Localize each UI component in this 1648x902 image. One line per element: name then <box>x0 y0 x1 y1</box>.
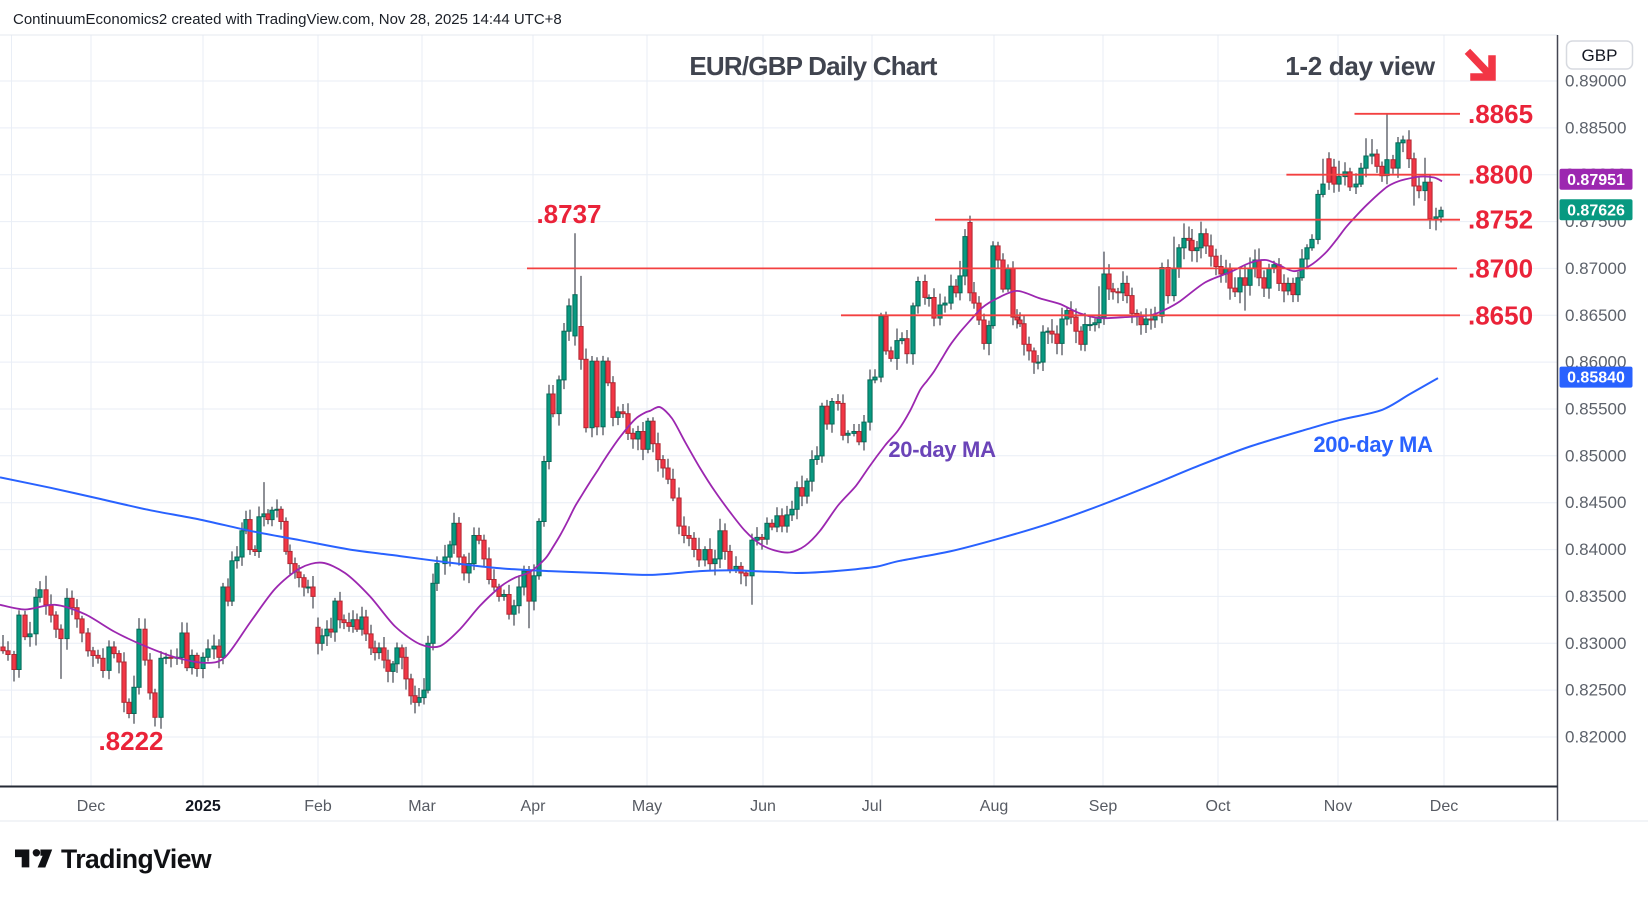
svg-text:Jun: Jun <box>750 798 776 815</box>
svg-text:Dec: Dec <box>77 798 105 815</box>
svg-text:.8752: .8752 <box>1468 205 1533 235</box>
svg-text:Sep: Sep <box>1089 798 1118 815</box>
svg-text:.8865: .8865 <box>1468 99 1533 129</box>
svg-text:0.89000: 0.89000 <box>1565 72 1626 91</box>
svg-text:Oct: Oct <box>1206 798 1231 815</box>
svg-text:0.87626: 0.87626 <box>1567 202 1625 219</box>
svg-text:Jul: Jul <box>862 798 882 815</box>
svg-text:EUR/GBP Daily Chart: EUR/GBP Daily Chart <box>689 51 937 81</box>
svg-text:1-2 day view: 1-2 day view <box>1285 51 1436 81</box>
svg-text:Mar: Mar <box>408 798 436 815</box>
svg-text:0.87000: 0.87000 <box>1565 259 1626 278</box>
svg-text:.8700: .8700 <box>1468 253 1533 283</box>
svg-text:200-day MA: 200-day MA <box>1313 432 1433 457</box>
svg-text:0.83500: 0.83500 <box>1565 587 1626 606</box>
svg-text:0.82000: 0.82000 <box>1565 727 1626 746</box>
svg-text:May: May <box>632 798 662 815</box>
svg-text:Feb: Feb <box>304 798 332 815</box>
svg-text:0.84500: 0.84500 <box>1565 493 1626 512</box>
svg-text:0.82500: 0.82500 <box>1565 681 1626 700</box>
svg-text:.8222: .8222 <box>98 726 163 756</box>
svg-text:0.84000: 0.84000 <box>1565 540 1626 559</box>
svg-text:Dec: Dec <box>1430 798 1458 815</box>
svg-text:.8800: .8800 <box>1468 160 1533 190</box>
svg-text:2025: 2025 <box>185 798 221 815</box>
svg-text:0.87951: 0.87951 <box>1567 172 1625 189</box>
svg-text:Aug: Aug <box>980 798 1008 815</box>
svg-text:0.85500: 0.85500 <box>1565 399 1626 418</box>
svg-text:20-day MA: 20-day MA <box>888 437 996 462</box>
svg-text:0.88500: 0.88500 <box>1565 118 1626 137</box>
svg-text:0.85000: 0.85000 <box>1565 446 1626 465</box>
svg-text:GBP: GBP <box>1582 46 1618 65</box>
svg-text:.8650: .8650 <box>1468 300 1533 330</box>
svg-text:Apr: Apr <box>521 798 547 815</box>
svg-text:Nov: Nov <box>1324 798 1352 815</box>
svg-text:.8737: .8737 <box>536 199 601 229</box>
svg-text:0.85840: 0.85840 <box>1567 370 1625 387</box>
svg-text:ContinuumEconomics2 created wi: ContinuumEconomics2 created with Trading… <box>13 11 562 28</box>
svg-text:0.83000: 0.83000 <box>1565 634 1626 653</box>
svg-text:TradingView: TradingView <box>61 844 212 874</box>
svg-text:0.86500: 0.86500 <box>1565 306 1626 325</box>
